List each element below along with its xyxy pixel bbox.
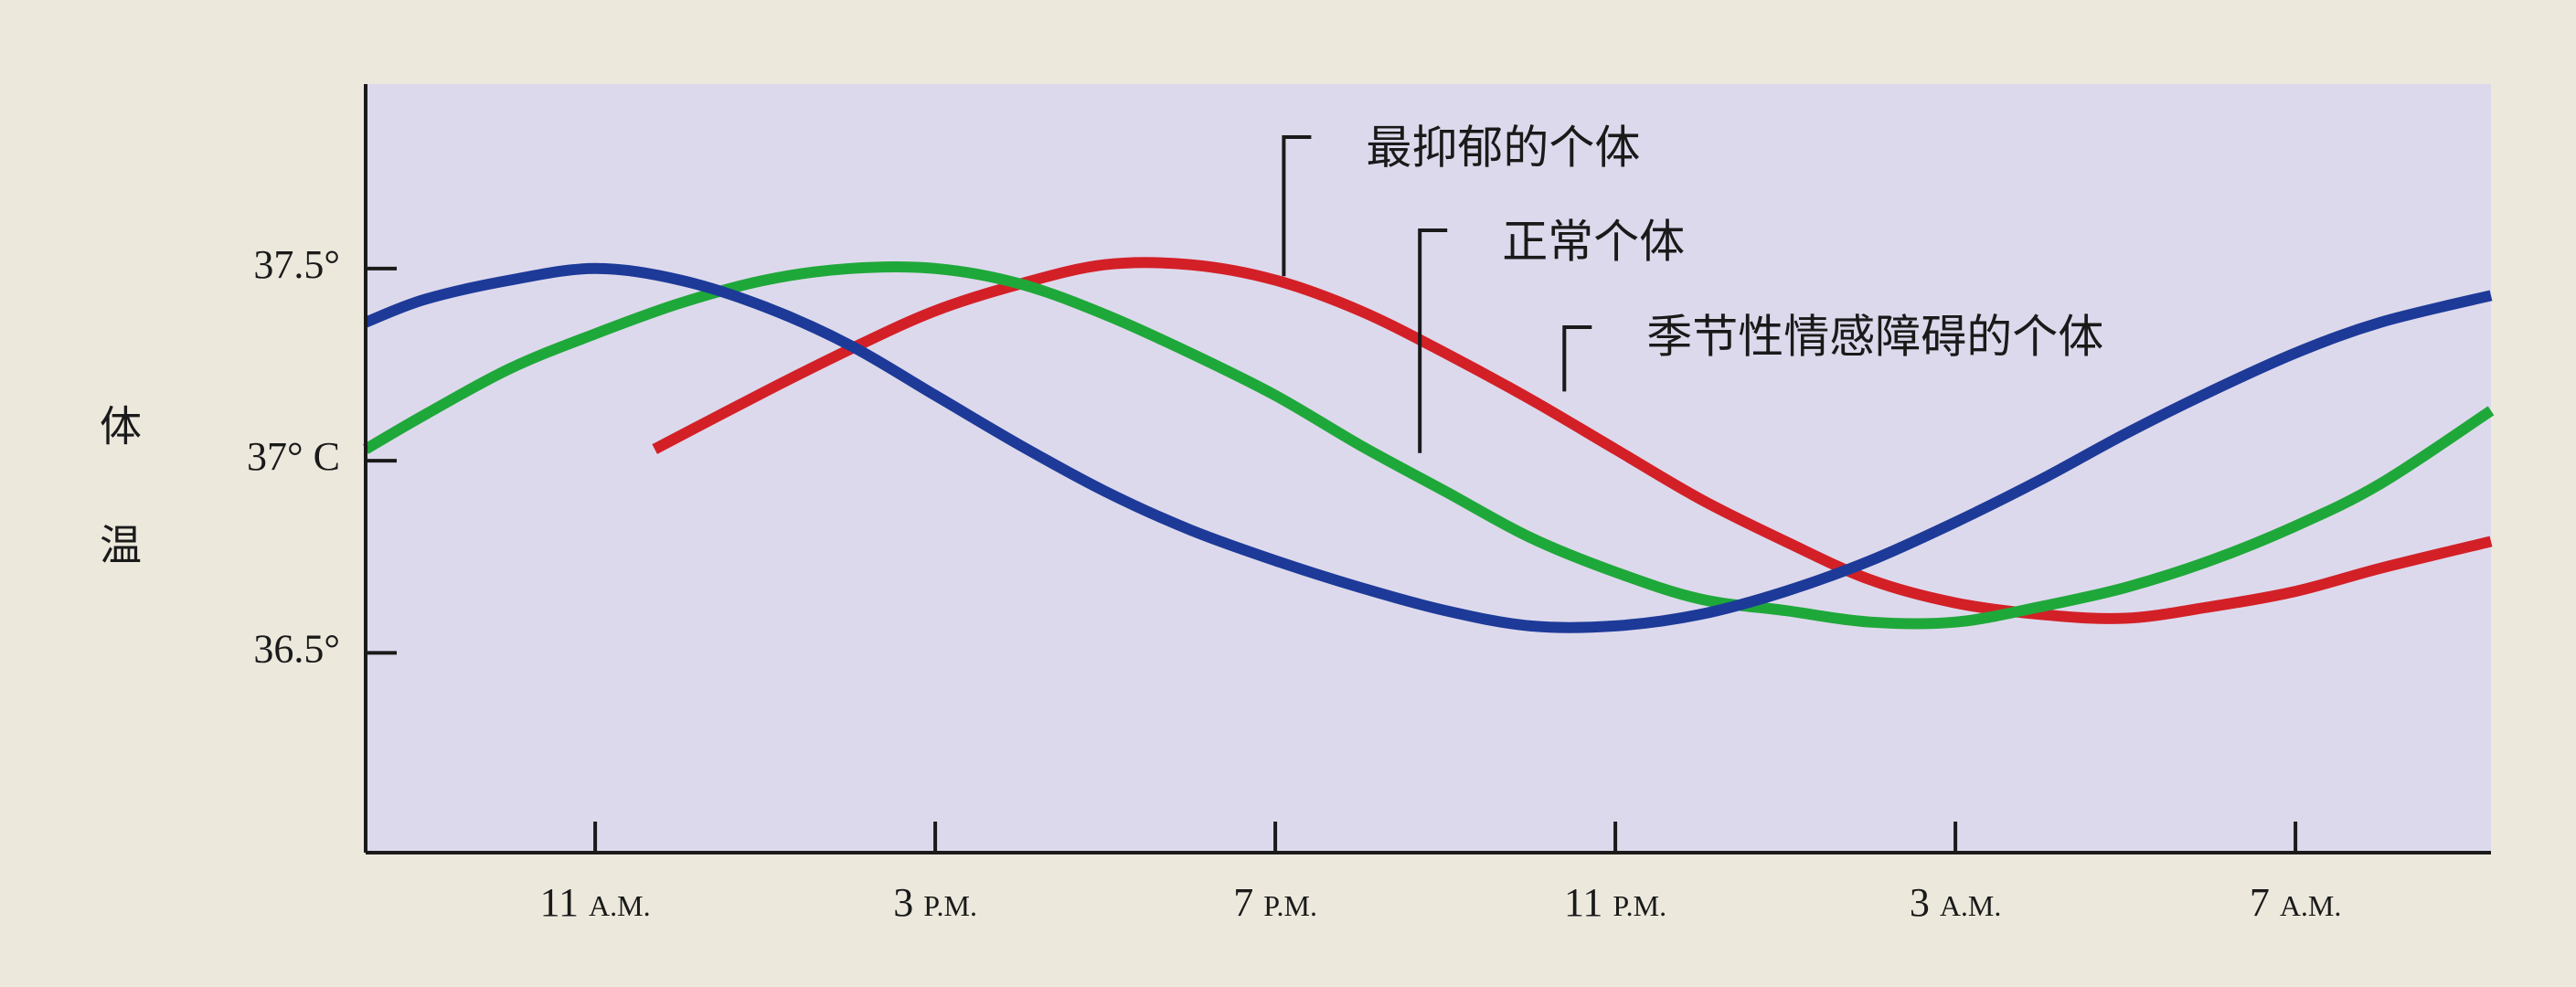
y-tick-layer: 37.5° 37° C 36.5° [247,242,397,671]
x-tick-label-5: 3 A.M. [1910,880,2002,925]
series-line-1 [652,257,2493,624]
annotation-leader-2 [1418,228,1448,453]
annotation-label-2: 正常个体 [1502,216,1685,269]
y-tick-label-1: 37.5° [253,242,340,287]
annotation-leader-1 [1282,135,1312,277]
annotation-label-3: 季节性情感障碍的个体 [1646,311,2103,364]
y-tick-label-3: 36.5° [253,626,340,671]
y-axis-label-char-1: 体 [100,402,142,451]
series-line-3 [363,262,2493,633]
plot-background [366,84,2491,853]
annotation-leader-3 [1562,325,1592,392]
y-tick-label-2: 37° C [247,434,340,479]
x-tick-layer: 11 A.M. 3 P.M. 7 P.M. 11 P.M. 3 A.M. 7 A.M. [540,822,2342,925]
y-axis-label-char-2: 温 [100,521,142,570]
x-tick-label-2: 3 P.M. [893,880,977,925]
series-line-2 [362,260,2495,630]
series-layer [362,257,2495,633]
x-tick-label-4: 11 P.M. [1564,880,1666,925]
x-tick-label-1: 11 A.M. [540,880,651,925]
x-tick-label-3: 7 P.M. [1233,880,1317,925]
annotation-label-1: 最抑郁的个体 [1366,122,1640,175]
x-tick-label-6: 7 A.M. [2250,880,2342,925]
y-axis-label: 体温 [100,402,142,570]
